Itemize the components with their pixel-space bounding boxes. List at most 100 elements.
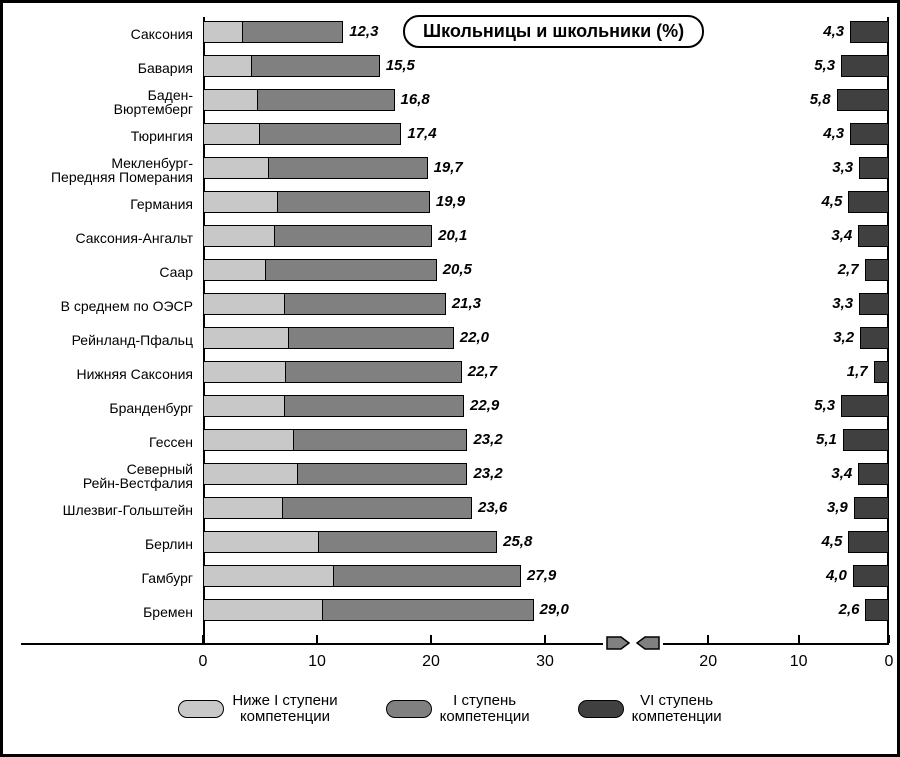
row-label: Саксония-Ангальт: [3, 231, 193, 245]
bar-right: [850, 123, 889, 145]
row-label: Саар: [3, 265, 193, 279]
seg-level-1: [275, 225, 432, 247]
seg-below-1: [203, 599, 323, 621]
seg-level-1: [258, 89, 395, 111]
row-label: Бремен: [3, 605, 193, 619]
row-label: Тюрингия: [3, 129, 193, 143]
value-left: 21,3: [452, 295, 481, 312]
row-label: Берлин: [3, 537, 193, 551]
seg-below-1: [203, 191, 278, 213]
value-left: 23,6: [478, 499, 507, 516]
seg-below-1: [203, 259, 266, 281]
seg-level-1: [286, 361, 462, 383]
legend-label: I ступенькомпетенции: [440, 693, 530, 725]
row-label: СеверныйРейн-Вестфалия: [3, 462, 193, 490]
seg-level-1: [285, 293, 446, 315]
data-row: Бавария15,55,3: [3, 51, 897, 85]
chart-title: Школьницы и школьники (%): [403, 15, 704, 48]
value-right: 5,3: [801, 397, 835, 414]
bar-right: [859, 293, 889, 315]
row-label: Шлезвиг-Гольштейн: [3, 503, 193, 517]
value-left: 22,7: [468, 363, 497, 380]
row-label: Рейнланд-Пфальц: [3, 333, 193, 347]
legend-item: VI ступенькомпетенции: [578, 693, 722, 725]
axis-break-arrow-right: [605, 633, 631, 653]
legend: Ниже I ступеникомпетенции I ступенькомпет…: [3, 693, 897, 725]
seg-below-1: [203, 157, 269, 179]
value-left: 20,1: [438, 227, 467, 244]
bar-right: [859, 157, 889, 179]
data-row: СеверныйРейн-Вестфалия23,23,4: [3, 459, 897, 493]
legend-swatch: [178, 700, 224, 718]
seg-below-1: [203, 565, 334, 587]
bar-left: [203, 225, 432, 247]
seg-level-1: [285, 395, 464, 417]
x-tick-left: 20: [422, 653, 440, 671]
data-row: В среднем по ОЭСР21,33,3: [3, 289, 897, 323]
bar-right: [841, 395, 889, 417]
data-row: Бранденбург22,95,3: [3, 391, 897, 425]
data-row: Рейнланд-Пфальц22,03,2: [3, 323, 897, 357]
row-label: Гамбург: [3, 571, 193, 585]
bar-left: [203, 599, 534, 621]
legend-swatch: [578, 700, 624, 718]
x-tick-right: 10: [790, 653, 808, 671]
bar-right: [860, 327, 889, 349]
data-row: Саар20,52,7: [3, 255, 897, 289]
bar-right: [854, 497, 889, 519]
seg-below-1: [203, 463, 298, 485]
value-right: 5,8: [797, 91, 831, 108]
seg-level-1: [323, 599, 534, 621]
seg-level-1: [298, 463, 468, 485]
data-row: Бремен29,02,6: [3, 595, 897, 629]
bar-right: [865, 599, 889, 621]
row-label: Бранденбург: [3, 401, 193, 415]
data-row: Мекленбург-Передняя Померания19,73,3: [3, 153, 897, 187]
seg-below-1: [203, 293, 285, 315]
bar-right: [841, 55, 889, 77]
seg-below-1: [203, 89, 258, 111]
legend-label: Ниже I ступеникомпетенции: [232, 693, 337, 725]
value-right: 2,7: [825, 261, 859, 278]
value-left: 16,8: [401, 91, 430, 108]
bar-right: [858, 225, 889, 247]
bar-left: [203, 191, 430, 213]
bar-right: [848, 191, 889, 213]
value-right: 4,3: [810, 125, 844, 142]
seg-below-1: [203, 225, 275, 247]
data-row: Гамбург27,94,0: [3, 561, 897, 595]
bar-right: [853, 565, 889, 587]
seg-level-1: [319, 531, 497, 553]
bar-left: [203, 565, 521, 587]
x-tick-left: 0: [199, 653, 208, 671]
seg-below-1: [203, 395, 285, 417]
bar-left: [203, 157, 428, 179]
seg-level-1: [294, 429, 467, 451]
seg-below-1: [203, 21, 243, 43]
bar-left: [203, 429, 467, 451]
value-right: 3,2: [820, 329, 854, 346]
value-right: 4,0: [813, 567, 847, 584]
x-tick-left: 30: [536, 653, 554, 671]
value-left: 15,5: [386, 57, 415, 74]
data-row: Гессен23,25,1: [3, 425, 897, 459]
bar-left: [203, 123, 401, 145]
legend-item: I ступенькомпетенции: [386, 693, 530, 725]
seg-below-1: [203, 361, 286, 383]
seg-level-1: [269, 157, 427, 179]
bar-left: [203, 463, 467, 485]
bar-left: [203, 21, 343, 43]
bar-right: [848, 531, 889, 553]
value-right: 3,4: [818, 227, 852, 244]
x-tick-left: 10: [308, 653, 326, 671]
seg-level-1: [334, 565, 521, 587]
value-left: 29,0: [540, 601, 569, 618]
bar-right: [865, 259, 889, 281]
seg-level-1: [283, 497, 472, 519]
row-label: Бавария: [3, 61, 193, 75]
value-right: 4,5: [808, 193, 842, 210]
bar-right: [837, 89, 889, 111]
seg-below-1: [203, 429, 294, 451]
value-left: 19,9: [436, 193, 465, 210]
value-left: 25,8: [503, 533, 532, 550]
